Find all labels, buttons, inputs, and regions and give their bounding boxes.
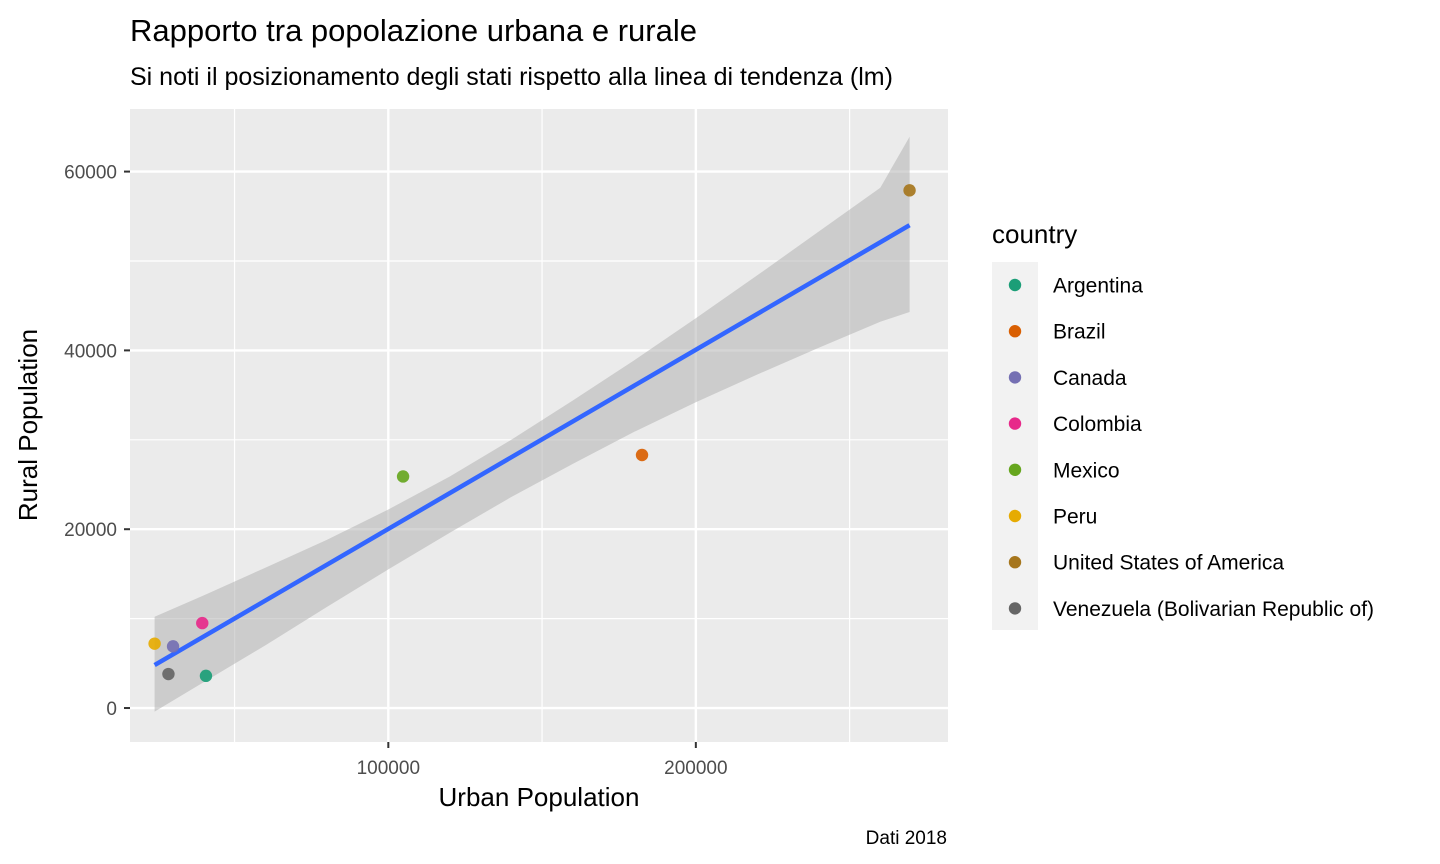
legend-label-venezuela-bolivarian-republic-of: Venezuela (Bolivarian Republic of): [1053, 598, 1374, 621]
legend-items: Argentina Brazil Canada Colombia Mexico Peru U…: [1008, 275, 1374, 621]
x-tick-label: 100000: [357, 758, 420, 779]
x-axis-title: Urban Population: [439, 782, 640, 812]
legend-label-brazil: Brazil: [1053, 321, 1106, 344]
legend-label-canada: Canada: [1053, 367, 1127, 390]
data-point-mexico: [396, 470, 410, 483]
y-tick-label: 40000: [64, 341, 117, 362]
legend-key-argentina: [1008, 278, 1022, 292]
y-tick-label: 0: [106, 699, 117, 720]
x-axis-ticks: 100000 200000: [357, 742, 728, 779]
y-tick-label: 20000: [64, 520, 117, 541]
legend-key-background: [992, 262, 1038, 630]
legend: country Argentina Brazil Canada Colombia Mex…: [992, 219, 1374, 630]
legend-key-colombia: [1008, 417, 1022, 430]
x-tick-label: 200000: [664, 758, 727, 779]
data-point-venezuela-bolivarian-republic-of: [162, 667, 175, 681]
chart-title: Rapporto tra popolazione urbana e rurale: [130, 13, 697, 48]
data-points: [148, 184, 916, 683]
legend-key-canada: [1008, 371, 1022, 384]
y-tick-label: 60000: [64, 163, 117, 184]
data-point-united-states-of-america: [903, 184, 916, 197]
legend-label-peru: Peru: [1053, 506, 1097, 529]
data-point-peru: [148, 637, 161, 650]
legend-label-colombia: Colombia: [1053, 413, 1142, 436]
trend-line: [153, 223, 911, 668]
legend-key-venezuela-bolivarian-republic-of: [1008, 602, 1022, 615]
chart-subtitle: Si noti il posizionamento degli stati ri…: [130, 63, 893, 91]
legend-key-united-states-of-america: [1008, 556, 1022, 569]
legend-key-brazil: [1008, 325, 1022, 338]
legend-key-mexico: [1008, 463, 1022, 476]
caption: Dati 2018: [866, 828, 947, 849]
legend-key-peru: [1008, 509, 1022, 523]
legend-label-united-states-of-america: United States of America: [1053, 552, 1284, 575]
data-point-colombia: [196, 616, 209, 630]
confidence-band: [154, 136, 910, 712]
legend-label-argentina: Argentina: [1053, 275, 1143, 298]
legend-title: country: [992, 219, 1077, 249]
y-axis-ticks: 0 20000 40000 60000: [64, 163, 130, 720]
data-point-canada: [166, 640, 180, 653]
legend-label-mexico: Mexico: [1053, 459, 1120, 482]
data-point-brazil: [635, 448, 649, 462]
data-point-argentina: [199, 669, 213, 683]
y-axis-title: Rural Population: [13, 329, 43, 521]
